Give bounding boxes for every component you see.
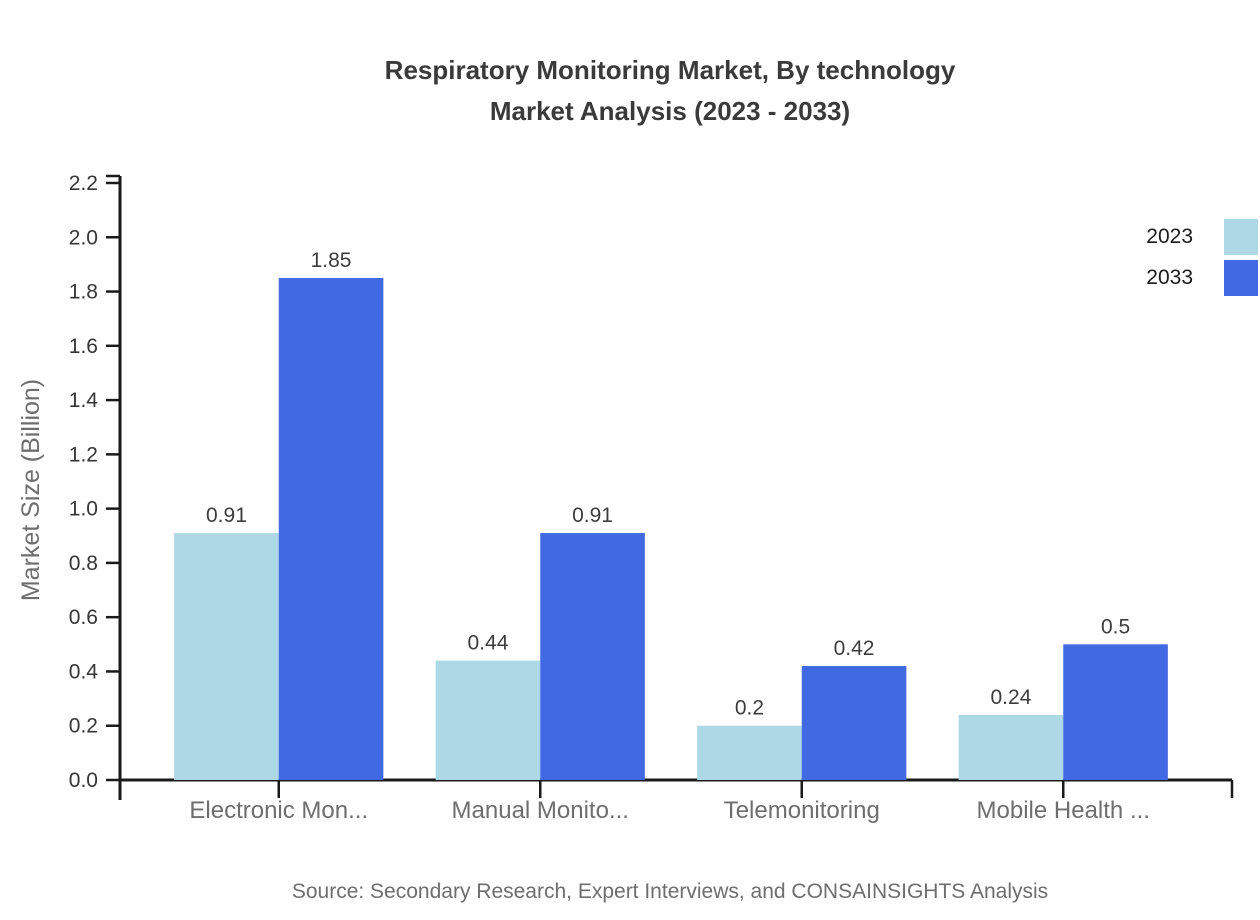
bar-2033-3 — [801, 666, 907, 780]
legend-label-2033: 2033 — [1146, 266, 1193, 289]
y-axis-title: Market Size (Billion) — [17, 378, 45, 602]
legend-item-2033: 2033 — [1146, 260, 1258, 296]
bar-value-label: 0.44 — [468, 632, 509, 655]
source-attribution: Source: Secondary Research, Expert Inter… — [291, 880, 1049, 903]
bar-value-label: 0.42 — [834, 637, 875, 660]
bar-value-label: 1.85 — [311, 249, 352, 272]
bar-value-label: 0.24 — [991, 686, 1032, 709]
y-tick-label: 1.2 — [69, 443, 98, 466]
y-tick-label: 2.0 — [69, 226, 98, 249]
bar-2023-2 — [435, 660, 541, 780]
bar-value-label: 0.91 — [206, 504, 247, 527]
y-tick-label: 0.0 — [69, 769, 98, 792]
y-tick-label: 0.4 — [69, 660, 99, 683]
y-tick-label: 0.6 — [69, 606, 98, 629]
legend-label-2023: 2023 — [1146, 225, 1193, 248]
bar-2023-1 — [174, 533, 279, 780]
x-category-label: Manual Monito... — [452, 797, 629, 824]
y-tick-label: 0.2 — [69, 715, 98, 738]
y-tick-label: 1.0 — [69, 498, 98, 521]
y-tick-label: 0.8 — [69, 552, 98, 575]
legend-swatch-2033 — [1224, 260, 1258, 296]
y-tick-label: 1.4 — [69, 389, 99, 412]
x-category-label: Mobile Health ... — [977, 797, 1150, 824]
bar-value-label: 0.5 — [1101, 615, 1130, 638]
x-category-label: Telemonitoring — [724, 797, 880, 824]
bar-2023-4 — [958, 714, 1064, 780]
chart-title-line2: Market Analysis (2023 - 2033) — [489, 96, 851, 126]
legend-item-2023: 2023 — [1146, 219, 1258, 255]
bar-2033-1 — [278, 277, 384, 780]
legend-swatch-2023 — [1224, 219, 1258, 255]
chart-title: Respiratory Monitoring Market, By techno… — [80, 50, 1260, 132]
chart-legend: 2023 2033 — [1146, 219, 1258, 296]
bar-2023-3 — [697, 725, 802, 780]
bar-value-label: 0.2 — [735, 697, 764, 720]
y-tick-label: 1.6 — [69, 335, 98, 358]
bar-value-label: 0.91 — [572, 504, 613, 527]
bar-2033-2 — [540, 533, 645, 780]
chart-title-line1: Respiratory Monitoring Market, By techno… — [384, 55, 956, 85]
bar-2033-4 — [1063, 644, 1168, 780]
y-tick-label: 2.2 — [69, 172, 98, 195]
y-tick-label: 1.8 — [69, 281, 98, 304]
x-category-label: Electronic Mon... — [189, 797, 368, 824]
